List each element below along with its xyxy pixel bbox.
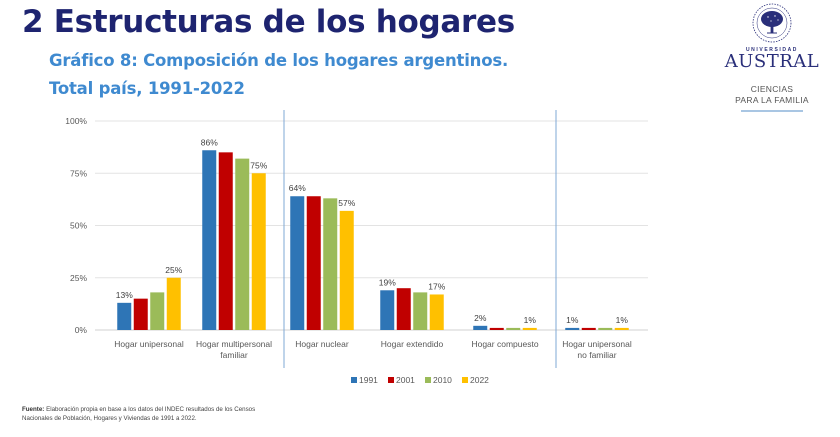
faculty-label: CIENCIAS PARA LA FAMILIA — [722, 84, 822, 106]
legend-label: 1991 — [359, 375, 378, 385]
bar-2001 — [396, 288, 411, 330]
x-category-label: familiar — [220, 350, 248, 360]
bar-2001 — [218, 152, 233, 330]
chart-subtitle-line2: Total país, 1991-2022 — [49, 79, 245, 98]
bar-2001 — [581, 327, 596, 330]
bar-2001 — [306, 196, 321, 330]
y-tick-label: 50% — [70, 221, 87, 231]
bar-1991 — [290, 196, 305, 330]
bar-1991 — [565, 327, 580, 330]
faculty-underline — [741, 110, 803, 112]
bar-1991 — [117, 302, 132, 330]
legend-label: 2022 — [470, 375, 489, 385]
legend-swatch-2022 — [462, 377, 468, 383]
tree-seal-icon — [752, 3, 792, 43]
legend-swatch-1991 — [351, 377, 357, 383]
data-label: 25% — [165, 265, 182, 275]
bar-2010 — [598, 327, 613, 330]
y-tick-label: 25% — [70, 273, 87, 283]
legend-swatch-2010 — [425, 377, 431, 383]
university-small-label: UNIVERSIDAD — [745, 47, 799, 53]
faculty-line1: CIENCIAS — [750, 84, 794, 94]
data-label: 19% — [379, 277, 396, 287]
data-label: 75% — [250, 160, 267, 170]
y-tick-label: 75% — [70, 168, 87, 178]
bar-1991 — [202, 150, 217, 330]
chart-subtitle-line1: Gráfico 8: Composición de los hogares ar… — [49, 51, 509, 70]
faculty-line2: PARA LA FAMILIA — [735, 95, 809, 105]
x-category-label: Hogar multipersonal — [196, 339, 272, 349]
source-note: Fuente: Elaboración propia en base a los… — [22, 405, 262, 423]
bar-2010 — [506, 327, 521, 330]
bar-2010 — [235, 158, 250, 330]
bar-2022 — [166, 277, 181, 330]
x-category-label: Hogar unipersonal — [114, 339, 184, 349]
legend-label: 2001 — [396, 375, 415, 385]
source-label: Fuente: — [22, 406, 45, 413]
x-category-label: no familiar — [577, 350, 616, 360]
x-category-label: Hogar extendido — [381, 339, 444, 349]
bar-2001 — [489, 327, 504, 330]
bar-1991 — [473, 325, 488, 330]
bar-2022 — [251, 173, 266, 330]
data-label: 57% — [338, 198, 355, 208]
x-category-label: Hogar unipersonal — [562, 339, 632, 349]
data-label: 2% — [474, 313, 487, 323]
data-label: 86% — [201, 137, 218, 147]
x-category-label: Hogar nuclear — [295, 339, 349, 349]
bar-2022 — [339, 210, 354, 330]
bar-2001 — [133, 298, 148, 330]
legend-swatch-2001 — [388, 377, 394, 383]
data-label: 64% — [289, 183, 306, 193]
university-name: AUSTRAL — [724, 51, 820, 72]
bar-1991 — [380, 290, 395, 330]
bar-2022 — [614, 327, 629, 330]
bar-2010 — [413, 292, 428, 330]
bar-2010 — [323, 198, 338, 330]
bar-2010 — [150, 292, 165, 330]
university-logo: UNIVERSIDAD AUSTRAL CIENCIAS PARA LA FAM… — [722, 0, 822, 112]
bar-2022 — [522, 327, 537, 330]
y-tick-label: 100% — [65, 116, 87, 126]
data-label: 1% — [616, 315, 629, 325]
source-text: Elaboración propia en base a los datos d… — [22, 406, 256, 422]
legend-label: 2010 — [433, 375, 452, 385]
data-label: 1% — [566, 315, 579, 325]
x-category-label: Hogar compuesto — [471, 339, 538, 349]
data-label: 13% — [116, 290, 133, 300]
y-tick-label: 0% — [75, 325, 88, 335]
data-label: 17% — [428, 281, 445, 291]
page-title: 2 Estructuras de los hogares — [22, 4, 515, 40]
data-label: 1% — [524, 315, 537, 325]
bar-2022 — [429, 294, 444, 330]
